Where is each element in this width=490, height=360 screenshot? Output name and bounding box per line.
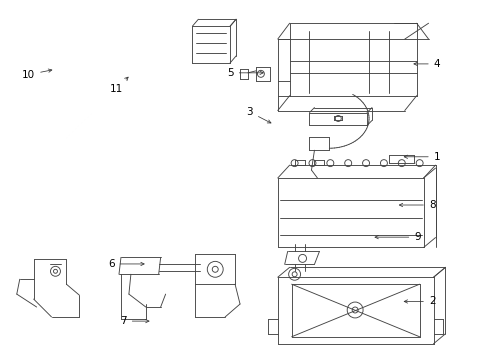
Text: 3: 3 bbox=[246, 107, 271, 123]
Text: 6: 6 bbox=[108, 259, 144, 269]
Text: 9: 9 bbox=[375, 232, 421, 242]
Text: 2: 2 bbox=[404, 296, 436, 306]
Text: 11: 11 bbox=[110, 77, 128, 94]
Text: 1: 1 bbox=[404, 152, 441, 162]
Text: 5: 5 bbox=[227, 68, 263, 78]
Text: 4: 4 bbox=[414, 59, 441, 69]
Text: 10: 10 bbox=[22, 69, 52, 80]
Text: 7: 7 bbox=[120, 316, 149, 326]
Text: 8: 8 bbox=[399, 200, 436, 210]
